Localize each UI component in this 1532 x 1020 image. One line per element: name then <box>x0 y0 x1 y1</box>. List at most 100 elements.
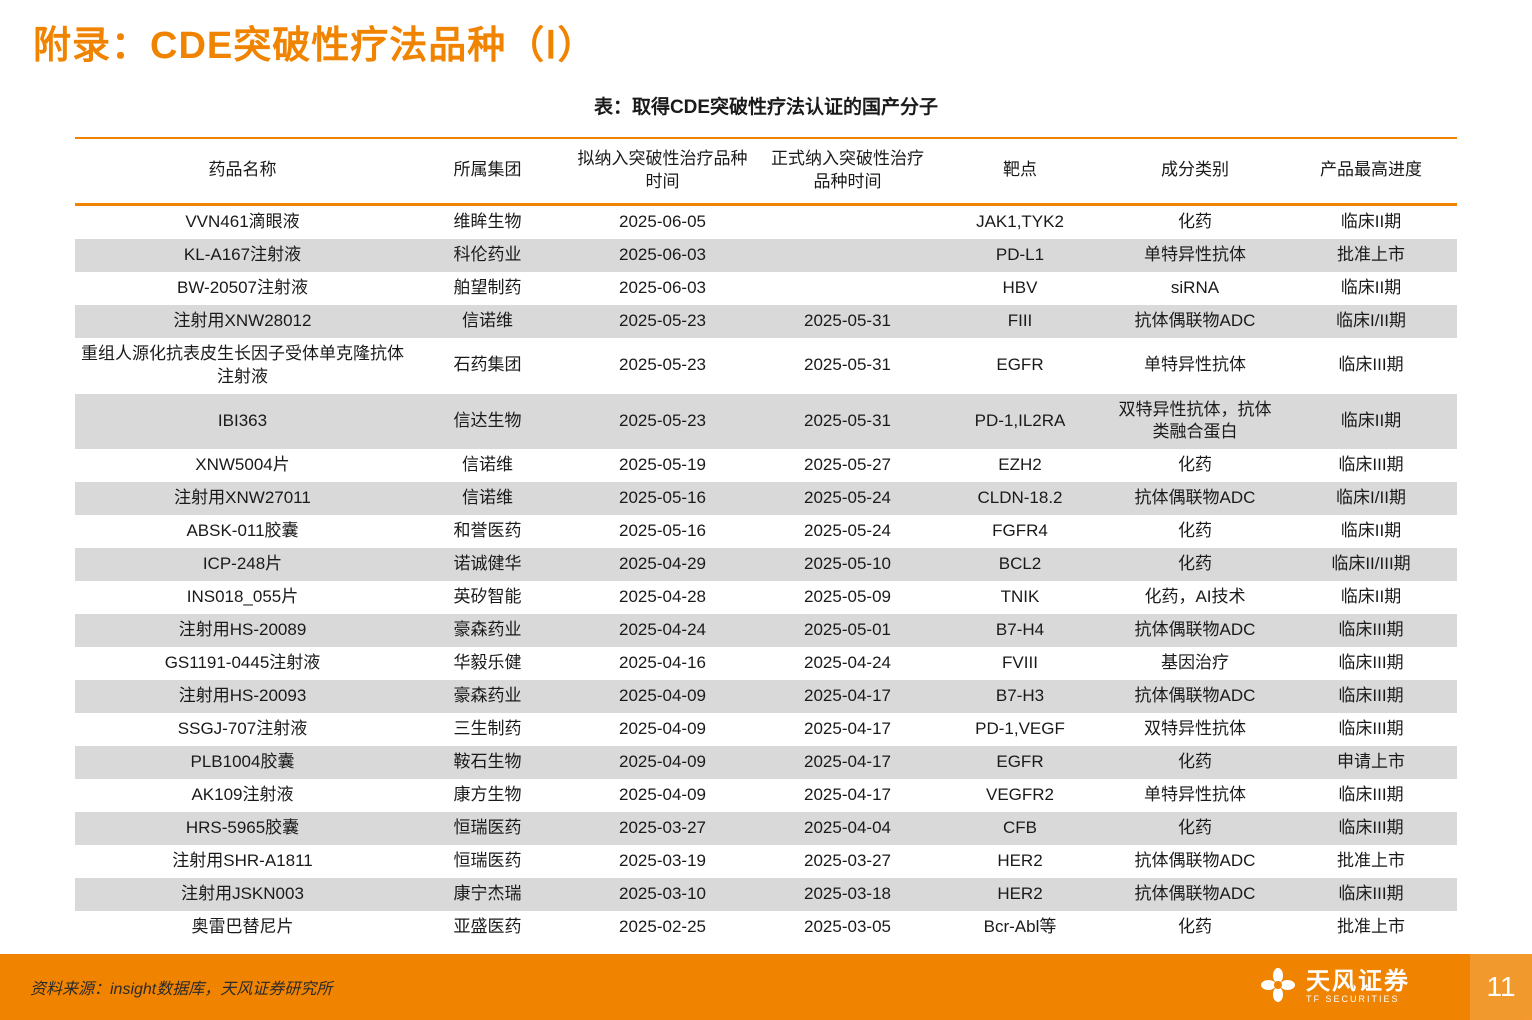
table-cell: 化药 <box>1178 521 1212 541</box>
table-cell: 临床II期 <box>1340 521 1402 541</box>
table-row: VVN461滴眼液 维眸生物 2025-06-05 JAK1,TYK2 化药 临床II期 <box>75 204 1457 238</box>
table-cell: 2025-04-16 <box>619 653 706 672</box>
page-number: 11 <box>1486 971 1516 1002</box>
table-cell: 和誉医药 <box>453 521 522 541</box>
table-cell: 2025-04-29 <box>619 554 706 574</box>
table-row: INS018_055片 英矽智能 2025-04-28 2025-05-09 TNIK 化… <box>75 581 1457 614</box>
table-cell: 恒瑞医药 <box>453 850 522 870</box>
table-cell: 2025-05-31 <box>804 410 891 430</box>
table-cell: 注射用XNW27011 <box>174 488 311 508</box>
table-cell: BW-20507注射液 <box>176 277 308 297</box>
table-cell: 亚盛医药 <box>453 916 522 936</box>
table-cell: XNW5004片 <box>195 455 290 475</box>
table-cell: TNIK <box>1000 587 1040 607</box>
table-caption: 表：取得CDE突破性疗法认证的国产分子 <box>593 97 939 118</box>
footer-bar: 资料来源：insight数据库，天风证券研究所 天风证券 TF SECURITI… <box>0 954 1532 1020</box>
table-cell: 2025-04-09 <box>619 718 706 738</box>
tf-securities-logo: 天风证券 TF SECURITIES <box>1260 967 1410 1008</box>
table-cell: 2025-03-10 <box>619 883 706 903</box>
table-cell: 2025-04-09 <box>619 751 706 771</box>
table-cell: 维眸生物 <box>453 211 522 231</box>
table-row: 注射用XNW27011 信诺维 2025-05-16 2025-05-24 CLDN-1… <box>75 482 1457 516</box>
table-cell: 2025-04-17 <box>804 751 891 771</box>
table-cell: 2025-06-05 <box>619 211 706 231</box>
table-cell: B7-H3 <box>995 685 1045 705</box>
table-cell: 临床III期 <box>1338 620 1404 640</box>
table-cell: 2025-03-18 <box>804 883 891 903</box>
table-cell: B7-H4 <box>995 620 1045 640</box>
table-cell: 2025-06-03 <box>619 277 706 297</box>
table-cell: 2025-05-10 <box>804 554 891 574</box>
table-cell: 双特异性抗体 <box>1144 718 1246 738</box>
table-cell: 注射用HS-20089 <box>178 620 307 640</box>
table-cell: 抗体偶联物ADC <box>1134 310 1256 330</box>
table-cell: 舶望制药 <box>453 277 522 297</box>
table-cell: 抗体偶联物ADC <box>1134 488 1256 508</box>
table-cell: 临床III期 <box>1338 355 1404 375</box>
table-cell: ICP-248片 <box>202 554 283 574</box>
table-cell: 2025-05-23 <box>619 310 706 330</box>
table-row: 注射用HS-20093 豪森药业 2025-04-09 2025-04-17 B7-H3… <box>75 679 1457 713</box>
table-cell: 2025-05-16 <box>619 521 706 541</box>
table-cell: 2025-05-24 <box>804 521 891 541</box>
column-header-component-type: 成分类别 <box>1105 136 1285 206</box>
table-cell: 信诺维 <box>462 310 513 330</box>
table-cell <box>760 239 935 272</box>
table-row: 注射用HS-20089 豪森药业 2025-04-24 2025-05-01 B7-H4… <box>75 614 1457 647</box>
breakthrough-therapy-table: 药品名称 所属集团 拟纳入突破性治疗品种时间 正式纳入突破性治疗品种时间 靶点 … <box>75 136 1457 943</box>
table-cell: 抗体偶联物ADC <box>1134 883 1256 903</box>
table-body: VVN461滴眼液 维眸生物 2025-06-05 JAK1,TYK2 化药 临床II期 K… <box>75 204 1457 943</box>
table-cell: 临床II/III期 <box>1331 554 1411 574</box>
table-cell: 信诺维 <box>462 488 513 508</box>
table-cell: EGFR <box>996 751 1044 771</box>
table-cell: 奥雷巴替尼片 <box>191 916 294 936</box>
table-cell: KL-A167注射液 <box>183 244 302 264</box>
table-cell: PD-1,VEGF <box>975 718 1065 738</box>
table-cell: HBV <box>1002 277 1038 297</box>
table-cell: AK109注射液 <box>191 784 294 804</box>
table-cell: 2025-05-23 <box>619 410 706 430</box>
page-number-box: 11 <box>1470 954 1532 1020</box>
table-cell: 2025-05-31 <box>804 310 891 330</box>
table-cell: 临床II期 <box>1340 277 1402 297</box>
table-cell: 双特异性抗体，抗体类融合蛋白 <box>1118 399 1272 442</box>
flower-logo-icon <box>1260 967 1296 1008</box>
table-cell: 抗体偶联物ADC <box>1134 620 1256 640</box>
table-cell: 2025-05-16 <box>619 488 706 508</box>
column-header-target: 靶点 <box>935 136 1105 206</box>
table-cell: 信诺维 <box>462 455 513 475</box>
table-container: 药品名称 所属集团 拟纳入突破性治疗品种时间 正式纳入突破性治疗品种时间 靶点 … <box>75 136 1457 943</box>
table-cell: 2025-04-28 <box>619 587 706 607</box>
table-cell: 2025-05-19 <box>619 455 706 475</box>
source-note: 资料来源：insight数据库，天风证券研究所 <box>30 981 333 998</box>
table-cell: FGFR4 <box>992 521 1048 541</box>
table-cell: HER2 <box>997 883 1043 903</box>
table-cell: PD-1,IL2RA <box>974 410 1066 430</box>
table-cell: 2025-03-27 <box>619 817 706 837</box>
table-cell: JAK1,TYK2 <box>976 211 1064 231</box>
page-title: 附录：CDE突破性疗法品种（Ⅰ） <box>33 25 597 67</box>
table-cell: 华毅乐健 <box>453 653 522 672</box>
table-cell: 科伦药业 <box>453 244 522 264</box>
table-cell: 临床III期 <box>1338 455 1404 475</box>
table-cell: SSGJ-707注射液 <box>177 718 308 738</box>
table-cell: 基因治疗 <box>1161 653 1229 672</box>
table-cell: 2025-03-27 <box>804 850 891 870</box>
column-header-drug-name: 药品名称 <box>75 136 410 206</box>
table-row: 注射用XNW28012 信诺维 2025-05-23 2025-05-31 FIII 抗体… <box>75 304 1457 338</box>
column-header-proposed-date: 拟纳入突破性治疗品种时间 <box>565 136 760 206</box>
table-cell: EGFR <box>996 355 1044 375</box>
table-cell: 2025-04-09 <box>619 685 706 705</box>
table-cell: 康方生物 <box>453 784 522 804</box>
table-cell: 2025-04-04 <box>804 817 891 837</box>
table-cell: 化药 <box>1178 916 1212 936</box>
table-cell: PLB1004胶囊 <box>190 751 295 771</box>
table-cell: 2025-04-24 <box>804 653 891 672</box>
table-cell: 2025-05-27 <box>804 455 891 475</box>
table-cell: HER2 <box>997 850 1043 870</box>
table-cell: 豪森药业 <box>453 685 522 705</box>
table-cell: 2025-04-24 <box>619 620 706 640</box>
table-cell: BCL2 <box>998 554 1042 574</box>
table-row: ICP-248片 诺诚健华 2025-04-29 2025-05-10 BCL2 化药 临床… <box>75 548 1457 582</box>
table-cell: 2025-05-09 <box>804 587 891 607</box>
